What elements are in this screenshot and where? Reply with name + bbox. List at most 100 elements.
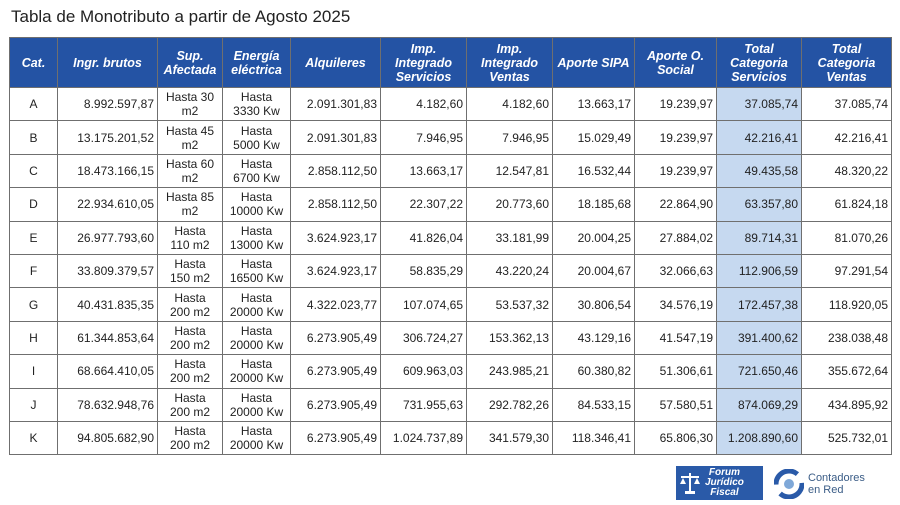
table-cell: 355.672,64 [801, 354, 892, 389]
table-cell: I [9, 354, 58, 389]
table-cell: 32.066,63 [634, 253, 717, 289]
column-header: Aporte SIPA [552, 37, 635, 88]
table-cell: 84.533,15 [552, 387, 635, 422]
table-cell: 78.632.948,76 [57, 387, 158, 422]
table-row: K 94.805.682,90 Hasta 200 m2 Hasta 20000 Kw… [9, 420, 892, 456]
table-cell: 4.322.023,77 [290, 287, 381, 322]
table-cell: 81.070,26 [801, 220, 892, 255]
table-cell: 107.074,65 [380, 287, 467, 322]
table-cell: 4.182,60 [466, 86, 553, 122]
table-row: E 26.977.793,60 Hasta 110 m2 Hasta 13000 Kw… [9, 220, 892, 255]
table-cell: 2.091.301,83 [290, 120, 381, 155]
table-cell: 48.320,22 [801, 153, 892, 189]
table-cell: 112.906,59 [716, 253, 802, 289]
table-cell: 68.664.410,05 [57, 354, 158, 389]
table-body: A 8.992.597,87 Hasta 30 m2 Hasta 3330 Kw 2.0… [9, 86, 892, 456]
table-cell: 30.806,54 [552, 287, 635, 322]
table-cell: Hasta 20000 Kw [222, 320, 291, 356]
table-cell: 89.714,31 [716, 220, 802, 255]
table-cell: 874.069,29 [716, 387, 802, 422]
table-cell: 33.181,99 [466, 220, 553, 255]
table-cell: Hasta 110 m2 [157, 220, 223, 255]
table-cell: 49.435,58 [716, 153, 802, 189]
table-cell: 2.091.301,83 [290, 86, 381, 122]
column-header: Aporte O. Social [634, 37, 717, 88]
table-cell: 51.306,61 [634, 354, 717, 389]
table-cell: Hasta 200 m2 [157, 320, 223, 356]
table-cell: F [9, 253, 58, 289]
table-cell: Hasta 45 m2 [157, 120, 223, 155]
table-cell: 1.208.890,60 [716, 420, 802, 456]
table-cell: 609.963,03 [380, 354, 467, 389]
table-cell: Hasta 200 m2 [157, 287, 223, 322]
table-cell: 13.175.201,52 [57, 120, 158, 155]
table-cell: Hasta 5000 Kw [222, 120, 291, 155]
title: Tabla de Monotributo a partir de Agosto … [11, 7, 351, 26]
table-cell: Hasta 6700 Kw [222, 153, 291, 189]
table-cell: Hasta 150 m2 [157, 253, 223, 289]
table-cell: A [9, 86, 58, 122]
table-cell: G [9, 287, 58, 322]
table-cell: 3.624.923,17 [290, 253, 381, 289]
table-cell: 8.992.597,87 [57, 86, 158, 122]
table-cell: 341.579,30 [466, 420, 553, 456]
table-cell: Hasta 20000 Kw [222, 287, 291, 322]
table-cell: 18.473.166,15 [57, 153, 158, 189]
table-row: G 40.431.835,35 Hasta 200 m2 Hasta 20000 Kw… [9, 287, 892, 322]
table-cell: 12.547,81 [466, 153, 553, 189]
table-row: C 18.473.166,15 Hasta 60 m2 Hasta 6700 Kw 2.… [9, 153, 892, 189]
column-header: Imp. Integrado Servicios [380, 37, 467, 88]
table-cell: Hasta 20000 Kw [222, 420, 291, 456]
table-cell: 19.239,97 [634, 153, 717, 189]
table-cell: Hasta 13000 Kw [222, 220, 291, 255]
logo-text: Contadores en Red [808, 472, 865, 496]
column-header: Ingr. brutos [57, 37, 158, 88]
table-cell: J [9, 387, 58, 422]
circle-icon [774, 469, 804, 499]
table-row: H 61.344.853,64 Hasta 200 m2 Hasta 20000 Kw… [9, 320, 892, 356]
table-cell: Hasta 85 m2 [157, 187, 223, 222]
table-cell: 525.732,01 [801, 420, 892, 456]
table-cell: 33.809.379,57 [57, 253, 158, 289]
header-row: Cat. Ingr. brutos Sup. Afectada Energía elé… [9, 37, 892, 88]
table-row: B 13.175.201,52 Hasta 45 m2 Hasta 5000 Kw 2.… [9, 120, 892, 155]
table-cell: 22.864,90 [634, 187, 717, 222]
table-cell: 721.650,46 [716, 354, 802, 389]
table-cell: Hasta 30 m2 [157, 86, 223, 122]
table-cell: K [9, 420, 58, 456]
table-cell: 7.946,95 [466, 120, 553, 155]
table-cell: 20.004,67 [552, 253, 635, 289]
table-cell: 306.724,27 [380, 320, 467, 356]
table-cell: 53.537,32 [466, 287, 553, 322]
table-cell: 41.547,19 [634, 320, 717, 356]
table-cell: 63.357,80 [716, 187, 802, 222]
table-cell: 292.782,26 [466, 387, 553, 422]
table-cell: 2.858.112,50 [290, 187, 381, 222]
table-cell: 7.946,95 [380, 120, 467, 155]
table-cell: 15.029,49 [552, 120, 635, 155]
forum-logo: Forum Jurídico Fiscal [676, 466, 763, 500]
table-cell: 6.273.905,49 [290, 320, 381, 356]
table-cell: 34.576,19 [634, 287, 717, 322]
table-row: D 22.934.610,05 Hasta 85 m2 Hasta 10000 Kw 2… [9, 187, 892, 222]
table-cell: 4.182,60 [380, 86, 467, 122]
table-cell: Hasta 200 m2 [157, 387, 223, 422]
table-cell: Hasta 60 m2 [157, 153, 223, 189]
table-cell: 238.038,48 [801, 320, 892, 356]
table-row: I 68.664.410,05 Hasta 200 m2 Hasta 20000 Kw… [9, 354, 892, 389]
table-cell: B [9, 120, 58, 155]
table-row: A 8.992.597,87 Hasta 30 m2 Hasta 3330 Kw 2.0… [9, 86, 892, 122]
column-header: Total Categoria Ventas [801, 37, 892, 88]
table-cell: 731.955,63 [380, 387, 467, 422]
table-cell: 60.380,82 [552, 354, 635, 389]
table-cell: Hasta 20000 Kw [222, 354, 291, 389]
table-cell: 43.129,16 [552, 320, 635, 356]
column-header: Sup. Afectada [157, 37, 223, 88]
table-cell: Hasta 16500 Kw [222, 253, 291, 289]
table-cell: 13.663,17 [552, 86, 635, 122]
table-cell: 434.895,92 [801, 387, 892, 422]
table-cell: 65.806,30 [634, 420, 717, 456]
table-cell: E [9, 220, 58, 255]
table-row: F 33.809.379,57 Hasta 150 m2 Hasta 16500 Kw… [9, 253, 892, 289]
table-cell: 20.773,60 [466, 187, 553, 222]
